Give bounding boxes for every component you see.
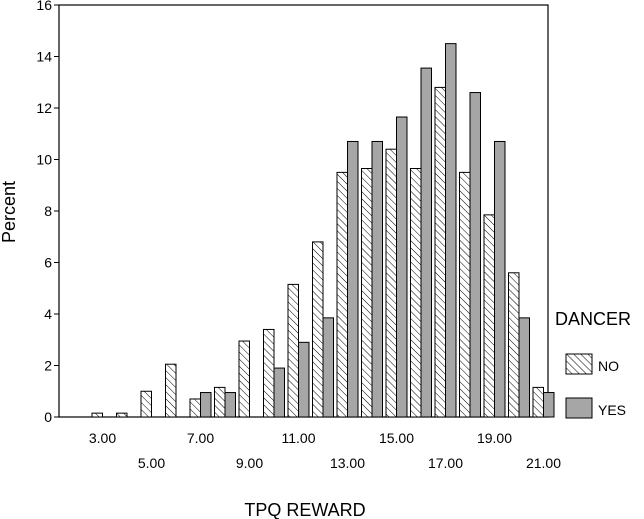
bar-no [263, 328, 275, 418]
legend-swatch-no [565, 353, 593, 375]
bar-no [336, 171, 348, 418]
x-tick-label: 7.00 [187, 430, 214, 446]
bar-no [165, 363, 177, 418]
x-tick-label: 15.00 [379, 430, 414, 446]
y-tick-label: 10 [36, 152, 52, 168]
x-axis-title: TPQ REWARD [244, 500, 365, 519]
y-tick-label: 16 [36, 0, 52, 13]
bar-yes [200, 392, 212, 418]
bar-no [410, 168, 422, 418]
x-tick-label: 21.00 [526, 455, 561, 471]
x-tick-label: 11.00 [282, 430, 316, 446]
bar-yes [518, 317, 530, 418]
y-tick-label: 8 [44, 203, 52, 219]
bar-yes [347, 140, 359, 418]
bar-no [483, 214, 495, 418]
y-tick-label: 6 [44, 255, 52, 271]
x-tick-label: 5.00 [138, 455, 165, 471]
x-tick-label: 17.00 [428, 455, 463, 471]
y-tick-label: 4 [44, 306, 52, 322]
legend-label-yes: YES [598, 402, 626, 418]
bar-no [140, 390, 152, 418]
x-tick-label: 19.00 [477, 430, 512, 446]
legend: DANCER NO YES [555, 309, 631, 419]
bar-no [361, 168, 373, 418]
legend-title: DANCER [555, 309, 631, 329]
bar-no [434, 86, 446, 418]
bar-no [459, 171, 471, 418]
legend-swatch-yes [565, 397, 593, 419]
bar-no [312, 241, 324, 418]
y-axis-title: Percent [0, 181, 19, 243]
bar-no [508, 272, 520, 418]
bar-yes [420, 67, 432, 418]
y-tick-label: 14 [36, 49, 52, 65]
bar-yes [445, 43, 457, 418]
x-tick-label: 13.00 [330, 455, 365, 471]
bar-yes [469, 92, 481, 418]
bar-yes [273, 367, 285, 418]
bar-yes [494, 140, 506, 418]
bar-no [214, 386, 226, 418]
bar-no [385, 148, 397, 418]
bar-yes [543, 392, 555, 418]
bar-yes [298, 341, 310, 418]
bar-no [287, 283, 299, 418]
bar-yes [396, 116, 408, 418]
bar-yes [322, 317, 334, 418]
y-tick-label: 0 [44, 409, 52, 425]
bar-yes [371, 140, 383, 418]
bar-no [189, 398, 201, 418]
bar-no [91, 412, 103, 418]
x-tick-label: 9.00 [236, 455, 263, 471]
y-tick-label: 12 [36, 100, 52, 116]
bar-no [238, 340, 250, 418]
bar-no [532, 386, 544, 418]
bar-yes [224, 392, 236, 418]
x-tick-label: 3.00 [89, 430, 116, 446]
bar-no [116, 412, 128, 418]
legend-label-no: NO [598, 358, 619, 374]
y-tick-label: 2 [44, 358, 52, 374]
